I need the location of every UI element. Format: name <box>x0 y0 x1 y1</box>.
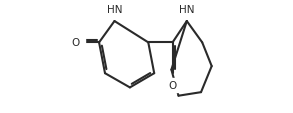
Text: O: O <box>71 38 79 48</box>
Text: HN: HN <box>107 5 122 15</box>
Bar <box>163 78 182 92</box>
Bar <box>105 3 124 17</box>
Text: HN: HN <box>179 5 195 15</box>
Bar <box>177 3 196 17</box>
Text: O: O <box>168 80 177 90</box>
Bar <box>66 36 85 50</box>
